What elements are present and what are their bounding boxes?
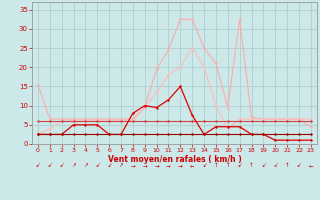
- X-axis label: Vent moyen/en rafales ( km/h ): Vent moyen/en rafales ( km/h ): [108, 155, 241, 164]
